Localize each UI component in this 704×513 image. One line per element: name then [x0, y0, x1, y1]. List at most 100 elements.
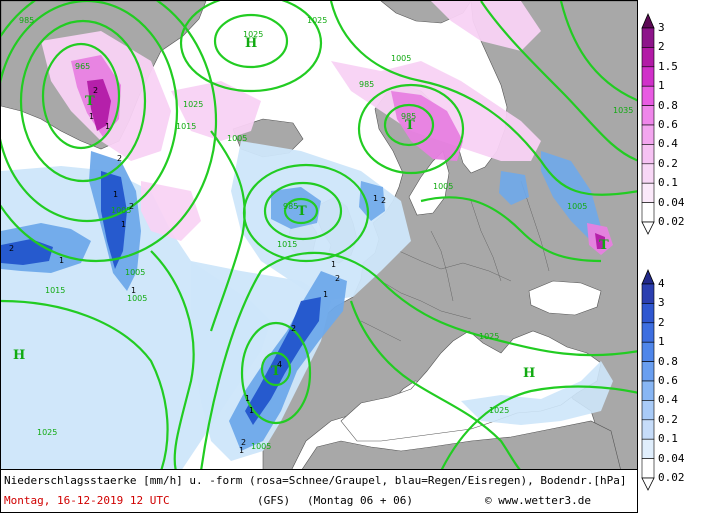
land-africa	[301, 420, 621, 469]
low-pressure-center: T	[85, 94, 95, 109]
isobar-label: 1005	[127, 294, 147, 303]
legend: 3 2 1.5 1 0.8 0.6 0.4 0.2 0.1 0.04 0.02 4 3 2 1 0.8 0.6…	[638, 0, 704, 513]
snow-legend-label: 0.04	[658, 195, 685, 209]
precip-value: 2	[129, 202, 134, 211]
isobar-label: 1015	[277, 240, 297, 249]
snow-legend-label: 3	[658, 21, 665, 34]
isobar	[480, 1, 637, 162]
snow-legend-swatch	[641, 47, 655, 68]
isobar-label: 985	[283, 202, 298, 211]
isobar	[260, 351, 292, 387]
rain-legend-label: 0.02	[658, 471, 685, 484]
isobar-label: 985	[359, 80, 374, 89]
precip-value: 2	[241, 438, 246, 447]
isobar	[1, 299, 169, 469]
caption-copyright: © www.wetter3.de	[485, 494, 591, 507]
snow-shading	[41, 1, 613, 255]
isobar	[213, 13, 289, 69]
precip-value: 2	[93, 86, 98, 95]
snow-legend-swatch	[641, 144, 655, 165]
rain-legend-label: 0.8	[658, 354, 678, 368]
isobar-label: 1035	[613, 106, 633, 115]
isobar	[209, 130, 246, 332]
snow-legend-swatch	[641, 27, 655, 48]
rain-legend-swatch	[641, 458, 655, 479]
caption: Niederschlagsstaerke [mm/h] u. -form (ro…	[0, 470, 638, 513]
snow-legend-swatch	[641, 202, 655, 223]
rain-legend-label: 0.4	[658, 393, 678, 407]
isobar	[357, 83, 465, 175]
isobar	[420, 196, 602, 263]
snow-legend-label: 1	[658, 79, 665, 93]
isobar	[1, 1, 218, 263]
caption-run: (Montag 06 + 06)	[307, 494, 413, 507]
precip-value: 1	[245, 394, 250, 403]
snow-legend-label: 0.4	[658, 137, 678, 151]
rain-legend-label: 0.2	[658, 412, 678, 426]
isobar-label: 1015	[176, 122, 196, 131]
caption-date: Montag, 16-12-2019 12 UTC	[4, 494, 170, 507]
isobar-label: 985	[19, 16, 34, 25]
snow-legend-label: 0.02	[658, 215, 685, 228]
precip-value: 2	[291, 324, 296, 333]
rain-legend-label: 0.04	[658, 451, 685, 465]
snow-legend-label: 0.8	[658, 98, 678, 112]
isobar	[150, 250, 195, 469]
rain-legend-swatch	[641, 400, 655, 421]
isobar-label: 1025	[243, 30, 263, 39]
snow-legend-label: 2	[658, 40, 665, 54]
precip-value: 2	[9, 244, 14, 253]
snow-legend-arrow-bottom	[641, 221, 655, 235]
map-canvas: 985 1025 1005 1015 965 985 985 1025 1005…	[1, 1, 637, 469]
precip-value: 1	[331, 260, 336, 269]
precip-value: 1	[249, 406, 254, 415]
isobar	[329, 1, 637, 196]
precip-value: 2	[117, 154, 122, 163]
isobar-label: 1015	[45, 286, 65, 295]
rain-legend-arrow-bottom	[641, 477, 655, 491]
isobar	[559, 1, 637, 102]
isobar-label: 965	[75, 62, 90, 71]
rain-legend-swatch	[641, 341, 655, 362]
isobar-label: 1005	[125, 268, 145, 277]
isobar	[179, 1, 323, 93]
isobars	[1, 1, 637, 469]
caption-model: (GFS)	[257, 494, 291, 507]
isobar-label: 1025	[479, 332, 499, 341]
rain-legend-swatch	[641, 322, 655, 343]
high-pressure-center: H	[523, 366, 535, 381]
isobar-label: 1005	[433, 182, 453, 191]
isobar	[349, 300, 521, 469]
rain-legend-swatch	[641, 361, 655, 382]
snow-legend-label: 0.1	[658, 176, 678, 190]
precip-value-labels: 2 1 1 2 1 2 1 2 1 1 2 4 1 1 1 2 1 2 2 1 …	[9, 86, 386, 455]
snow-legend-arrow-top	[641, 12, 655, 29]
rain-legend-label: 0.1	[658, 432, 678, 446]
snow-legend-label: 0.2	[658, 156, 678, 170]
rain-legend-label: 3	[658, 296, 665, 310]
snow-legend-swatch	[641, 85, 655, 106]
low-pressure-center: T	[405, 118, 415, 133]
precip-value: 1	[89, 112, 94, 121]
sea-black	[528, 280, 602, 316]
snow-legend-swatch	[641, 105, 655, 126]
weather-map: 985 1025 1005 1015 965 985 985 1025 1005…	[0, 0, 638, 470]
snow-legend-label: 1.5	[658, 59, 678, 73]
caption-description: Niederschlagsstaerke [mm/h] u. -form (ro…	[4, 474, 627, 487]
isobar-label: 1005	[227, 134, 247, 143]
legend-bars	[641, 12, 655, 491]
snow-legend-swatch	[641, 66, 655, 87]
isobar	[383, 103, 435, 147]
high-pressure-center: H	[13, 348, 25, 363]
precip-value: 4	[277, 360, 282, 369]
snow-legend-swatch	[641, 124, 655, 145]
isobar-label: 1005	[111, 206, 131, 215]
isobar-label: 1025	[183, 100, 203, 109]
isobar	[1, 1, 179, 223]
isobar-label: 1025	[307, 16, 327, 25]
rain-legend-swatch	[641, 303, 655, 324]
isobar	[240, 321, 312, 425]
precip-value: 1	[323, 290, 328, 299]
isobar	[41, 42, 121, 150]
pressure-centers: T T T T T H H H	[13, 36, 609, 381]
